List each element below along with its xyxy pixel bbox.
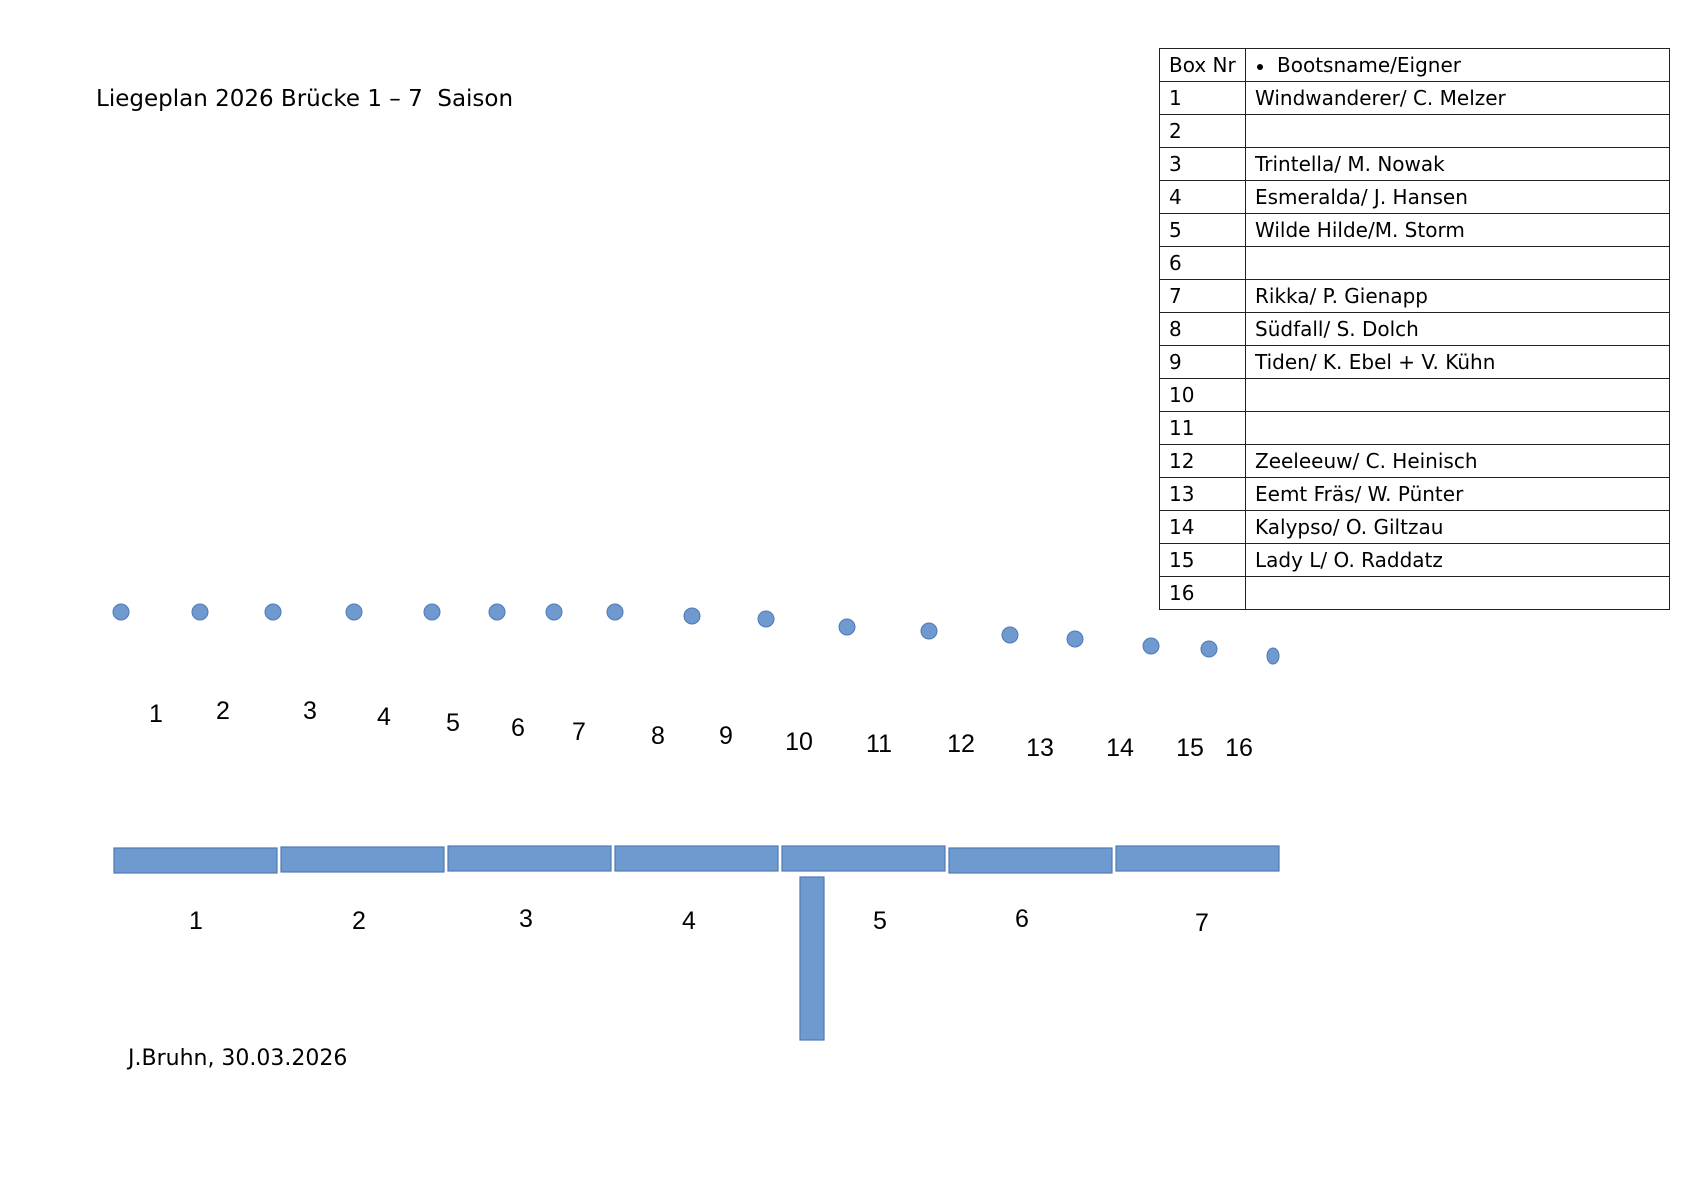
box-number-cell: 7 [1159, 279, 1246, 313]
mooring-post-label: 16 [1225, 734, 1253, 762]
boat-owner-cell: Südfall/ S. Dolch [1245, 312, 1670, 346]
pier-section [781, 845, 946, 872]
boat-owner-cell: Wilde Hilde/M. Storm [1245, 213, 1670, 247]
mooring-post-label: 4 [377, 703, 391, 731]
mooring-post [683, 607, 701, 625]
box-number-cell: 9 [1159, 345, 1246, 379]
pier-walkway-finger [799, 876, 825, 1041]
mooring-post-label: 10 [785, 728, 813, 756]
table-row: 12 Zeeleeuw/ C. Heinisch [1159, 444, 1670, 478]
mooring-post-label: 2 [216, 697, 230, 725]
header-boat-owner-label: Bootsname/Eigner [1277, 53, 1462, 77]
table-row: 16 [1159, 576, 1670, 610]
pier-section-label: 2 [352, 907, 366, 935]
table-row: 7 Rikka/ P. Gienapp [1159, 279, 1670, 313]
boat-owner-cell: Tiden/ K. Ebel + V. Kühn [1245, 345, 1670, 379]
mooring-post [606, 603, 624, 621]
pier-section [1115, 845, 1280, 872]
mooring-post-label: 8 [651, 722, 665, 750]
mooring-post-label: 1 [149, 700, 163, 728]
mooring-post-label: 15 [1176, 734, 1204, 762]
pier-sections [113, 845, 1280, 1041]
mooring-post [920, 622, 938, 640]
mooring-post [345, 603, 363, 621]
pier-section-label: 6 [1015, 905, 1029, 933]
boat-owner-cell: Lady L/ O. Raddatz [1245, 543, 1670, 577]
box-number-cell: 12 [1159, 444, 1246, 478]
header-boat-owner: Bootsname/Eigner [1245, 48, 1670, 82]
pier-section-label: 3 [519, 905, 533, 933]
box-number-cell: 8 [1159, 312, 1246, 346]
boat-owner-cell: Windwanderer/ C. Melzer [1245, 81, 1670, 115]
mooring-post-label: 13 [1026, 734, 1054, 762]
berth-table: Box Nr Bootsname/Eigner 1 Windwanderer/ C… [1159, 48, 1670, 610]
box-number-cell: 10 [1159, 378, 1246, 412]
box-number-cell: 14 [1159, 510, 1246, 544]
mooring-post [423, 603, 441, 621]
mooring-post-label: 11 [866, 730, 892, 758]
mooring-post [757, 610, 775, 628]
mooring-post [191, 603, 209, 621]
box-number-cell: 13 [1159, 477, 1246, 511]
mooring-post [1066, 630, 1084, 648]
boat-owner-cell [1245, 246, 1670, 280]
table-row: 15 Lady L/ O. Raddatz [1159, 543, 1670, 577]
box-number-cell: 3 [1159, 147, 1246, 181]
mooring-post-label: 3 [303, 697, 317, 725]
table-row: 8 Südfall/ S. Dolch [1159, 312, 1670, 346]
mooring-post [545, 603, 563, 621]
box-number-cell: 11 [1159, 411, 1246, 445]
pier-section-label: 5 [873, 907, 887, 935]
pier-section-label: 7 [1195, 909, 1209, 937]
mooring-post-label: 7 [572, 718, 586, 746]
mooring-post [1200, 640, 1218, 658]
table-row: 1 Windwanderer/ C. Melzer [1159, 81, 1670, 115]
mooring-post-label: 9 [719, 722, 733, 750]
table-row: 5 Wilde Hilde/M. Storm [1159, 213, 1670, 247]
page-title: Liegeplan 2026 Brücke 1 – 7 Saison [96, 86, 514, 112]
pier-section [280, 846, 445, 873]
boat-owner-cell: Rikka/ P. Gienapp [1245, 279, 1670, 313]
mooring-post [1266, 647, 1280, 665]
mooring-posts [112, 603, 1280, 665]
pier-section-labels: 1 2 3 4 5 6 7 [189, 905, 1209, 937]
mooring-post-label: 12 [947, 730, 975, 758]
table-row: 10 [1159, 378, 1670, 412]
mooring-post [488, 603, 506, 621]
mooring-post-label: 6 [511, 714, 525, 742]
box-number-cell: 1 [1159, 81, 1246, 115]
mooring-post [1142, 637, 1160, 655]
mooring-post-label: 5 [446, 709, 460, 737]
boat-owner-cell: Zeeleeuw/ C. Heinisch [1245, 444, 1670, 478]
mooring-post-labels: 1 2 3 4 5 6 7 8 9 10 11 12 13 14 15 16 [149, 697, 1253, 762]
table-row: 9 Tiden/ K. Ebel + V. Kühn [1159, 345, 1670, 379]
pier-section [113, 847, 278, 874]
mooring-post-label: 14 [1106, 734, 1134, 762]
table-header-row: Box Nr Bootsname/Eigner [1159, 48, 1670, 82]
boat-owner-cell [1245, 576, 1670, 610]
bullet-icon [1257, 63, 1263, 70]
mooring-post [264, 603, 282, 621]
pier-section [447, 845, 612, 872]
pier-section-label: 1 [189, 907, 203, 935]
box-number-cell: 15 [1159, 543, 1246, 577]
boat-owner-cell [1245, 114, 1670, 148]
mooring-post [112, 603, 130, 621]
mooring-post [1001, 626, 1019, 644]
pier-section-label: 4 [682, 907, 696, 935]
footer-author-date: J.Bruhn, 30.03.2026 [128, 1046, 348, 1071]
mooring-post [838, 618, 856, 636]
pier-section [948, 847, 1113, 874]
table-row: 6 [1159, 246, 1670, 280]
pier-section [614, 845, 779, 872]
